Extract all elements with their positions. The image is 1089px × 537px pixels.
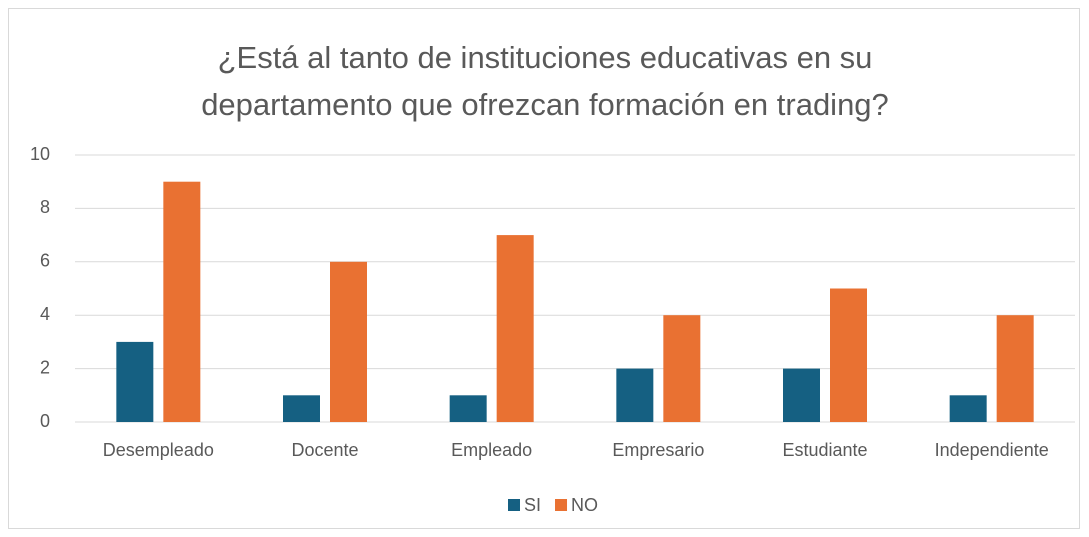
legend-swatch [555,499,568,511]
y-tick-label: 0 [40,411,50,431]
x-tick-label: Desempleado [103,440,214,460]
bar [496,235,534,422]
bar [163,181,201,422]
bar [283,395,320,422]
bar [949,395,987,422]
y-tick-label: 2 [40,357,50,377]
bar [449,395,487,422]
x-tick-label: Estudiante [782,440,867,460]
x-tick-label: Empresario [612,440,704,460]
legend-swatch [508,499,520,511]
bar [830,288,867,422]
chart-title: ¿Está al tanto de instituciones educativ… [218,40,873,75]
bar [783,368,820,422]
y-tick-label: 4 [40,304,50,324]
x-tick-label: Docente [291,440,358,460]
legend-label: NO [571,495,598,515]
y-tick-label: 6 [40,251,50,271]
bar [996,315,1034,422]
bar [116,341,154,422]
x-tick-label: Empleado [451,440,532,460]
x-tick-label: Independiente [935,440,1049,460]
legend-label: SI [524,495,541,515]
chart-title: departamento que ofrezcan formación en t… [201,87,889,122]
bar [663,315,701,422]
y-tick-label: 8 [40,197,50,217]
bar [616,368,654,422]
bar [330,261,367,422]
y-tick-label: 10 [30,144,50,164]
